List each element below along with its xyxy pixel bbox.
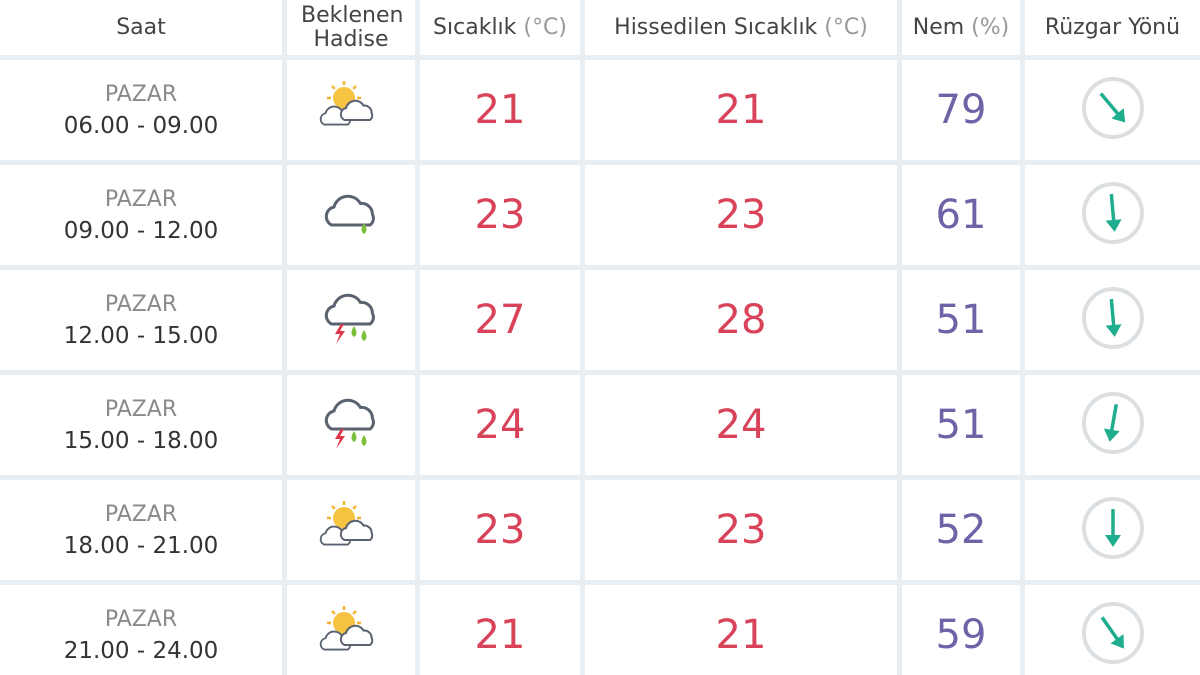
time-cell: PAZAR 21.00 - 24.00 — [0, 585, 282, 675]
wind-direction — [1080, 600, 1146, 670]
feels-like: 23 — [585, 480, 897, 580]
header-label: Beklenen Hadise — [301, 2, 404, 52]
wind-direction — [1080, 180, 1146, 250]
humidity: 52 — [902, 480, 1020, 580]
humidity: 59 — [902, 585, 1020, 675]
time-range: 09.00 - 12.00 — [63, 217, 219, 244]
header-label: Nem — [912, 14, 965, 40]
feels-like: 23 — [585, 165, 897, 265]
wind-cell — [1025, 375, 1200, 475]
day: PAZAR — [104, 186, 178, 212]
wind-cell — [1025, 480, 1200, 580]
day: PAZAR — [104, 291, 178, 317]
temperature: 27 — [420, 270, 580, 370]
feels-like: 28 — [585, 270, 897, 370]
humidity: 79 — [902, 60, 1020, 160]
time-range: 18.00 - 21.00 — [63, 532, 219, 559]
header-text: Beklenen Hadise — [301, 2, 404, 52]
header-cell: Saat — [0, 0, 282, 55]
weather-icon — [316, 76, 386, 144]
header-cell: Rüzgar Yönü — [1025, 0, 1200, 55]
humidity: 61 — [902, 165, 1020, 265]
header-label: Saat — [116, 14, 166, 40]
time-range: 15.00 - 18.00 — [63, 427, 219, 454]
header-text: Sıcaklık (°C) — [433, 14, 567, 40]
day: PAZAR — [104, 81, 178, 107]
wind-direction — [1080, 390, 1146, 460]
header-unit: (°C) — [523, 14, 567, 40]
temperature: 21 — [420, 585, 580, 675]
header-text: Nem (%) — [912, 14, 1010, 40]
humidity: 51 — [902, 375, 1020, 475]
weather-icon — [316, 391, 386, 459]
weather-icon-cell — [287, 480, 415, 580]
wind-cell — [1025, 165, 1200, 265]
day: PAZAR — [104, 606, 178, 632]
time-range: 06.00 - 09.00 — [63, 112, 219, 139]
feels-like: 24 — [585, 375, 897, 475]
wind-direction — [1080, 495, 1146, 565]
time-cell: PAZAR 06.00 - 09.00 — [0, 60, 282, 160]
temperature: 23 — [420, 165, 580, 265]
temperature: 24 — [420, 375, 580, 475]
temperature: 23 — [420, 480, 580, 580]
weather-icon — [316, 181, 386, 249]
header-cell: Beklenen Hadise — [287, 0, 415, 55]
header-unit: (°C) — [824, 14, 868, 40]
temperature: 21 — [420, 60, 580, 160]
time-range: 12.00 - 15.00 — [63, 322, 219, 349]
header-cell: Hissedilen Sıcaklık (°C) — [585, 0, 897, 55]
time-cell: PAZAR 12.00 - 15.00 — [0, 270, 282, 370]
header-unit: (%) — [971, 14, 1010, 40]
humidity: 51 — [902, 270, 1020, 370]
header-text: Hissedilen Sıcaklık (°C) — [614, 14, 868, 40]
weather-icon-cell — [287, 60, 415, 160]
time-cell: PAZAR 15.00 - 18.00 — [0, 375, 282, 475]
weather-icon — [316, 286, 386, 354]
weather-icon-cell — [287, 165, 415, 265]
header-text: Rüzgar Yönü — [1044, 14, 1181, 40]
wind-cell — [1025, 585, 1200, 675]
feels-like: 21 — [585, 585, 897, 675]
weather-icon — [316, 496, 386, 564]
wind-cell — [1025, 270, 1200, 370]
wind-direction — [1080, 285, 1146, 355]
wind-cell — [1025, 60, 1200, 160]
day: PAZAR — [104, 501, 178, 527]
weather-icon-cell — [287, 585, 415, 675]
wind-direction — [1080, 75, 1146, 145]
time-cell: PAZAR 18.00 - 21.00 — [0, 480, 282, 580]
day: PAZAR — [104, 396, 178, 422]
feels-like: 21 — [585, 60, 897, 160]
weather-icon-cell — [287, 375, 415, 475]
header-label: Rüzgar Yönü — [1044, 14, 1181, 40]
header-text: Saat — [116, 14, 166, 40]
header-cell: Sıcaklık (°C) — [420, 0, 580, 55]
weather-icon — [316, 601, 386, 669]
time-range: 21.00 - 24.00 — [63, 637, 219, 664]
time-cell: PAZAR 09.00 - 12.00 — [0, 165, 282, 265]
header-cell: Nem (%) — [902, 0, 1020, 55]
header-label: Sıcaklık — [433, 14, 517, 40]
header-label: Hissedilen Sıcaklık — [614, 14, 818, 40]
weather-icon-cell — [287, 270, 415, 370]
